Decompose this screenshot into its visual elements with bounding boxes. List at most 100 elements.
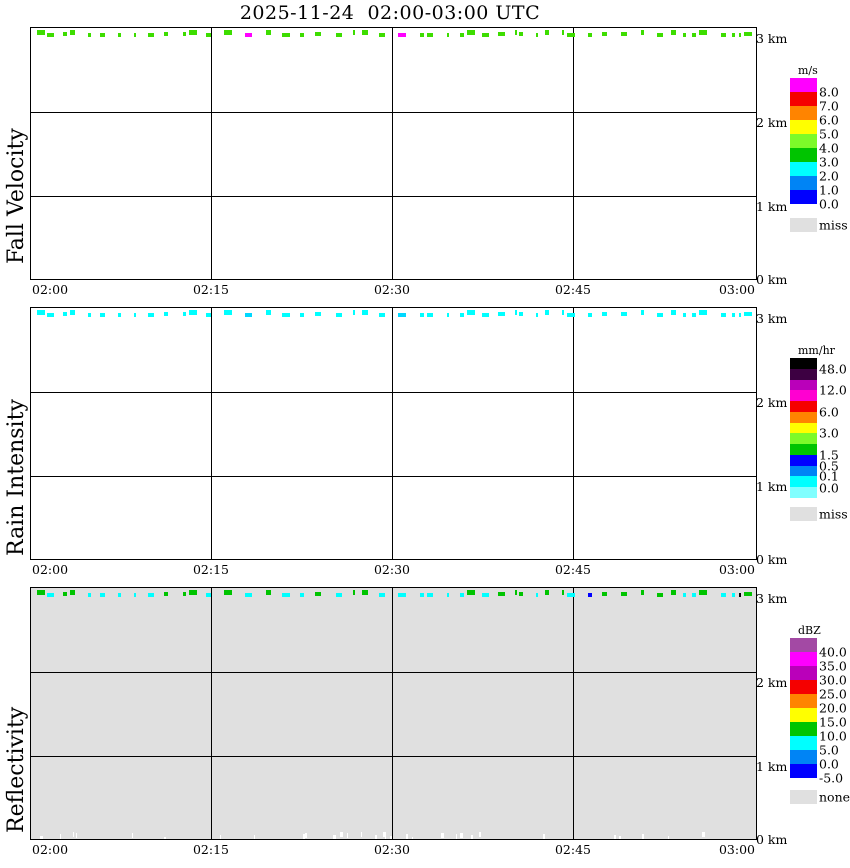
colorbar-tick-label: 0.0 (819, 756, 839, 772)
colorbar-2-swatches (790, 358, 817, 498)
echo-pixel (353, 310, 355, 315)
echo-pixel (498, 312, 505, 316)
echo-pixel (37, 30, 45, 35)
echo-pixel (134, 593, 136, 597)
colorbar-swatch (790, 368, 817, 380)
panel-1-xtick-0200: 02:00 (32, 282, 69, 297)
echo-pixel (671, 310, 676, 315)
echo-pixel (498, 592, 505, 596)
echo-pixel (266, 310, 271, 315)
no-data-speck (702, 832, 705, 837)
colorbar-tick-label: 6.0 (819, 404, 839, 420)
gridline-2km (31, 392, 756, 393)
panel-2-xtick-0200: 02:00 (32, 562, 69, 577)
vgridline-0230 (392, 308, 393, 559)
echo-pixel (683, 33, 686, 37)
panel-3-xtick-0230: 02:30 (373, 842, 411, 857)
colorbar-tick-label: -5.0 (819, 770, 844, 786)
echo-pixel (588, 593, 592, 597)
echo-pixel (70, 310, 75, 315)
echo-pixel (732, 593, 735, 597)
colorbar-swatch (790, 379, 817, 391)
echo-pixel (721, 33, 726, 37)
no-data-speck (412, 837, 413, 839)
panel-1-ytick-2km: 2 km (756, 115, 788, 130)
echo-pixel (266, 590, 271, 595)
no-data-speck (441, 833, 444, 838)
echo-pixel (189, 30, 197, 35)
colorbar-tick-label: 7.0 (819, 98, 839, 114)
colorbar-tick-label: 8.0 (819, 84, 839, 100)
echo-pixel (183, 32, 186, 36)
echo-pixel (427, 313, 433, 317)
echo-pixel (683, 593, 686, 597)
echo-pixel (47, 593, 54, 597)
echo-pixel (602, 592, 607, 596)
no-data-speck (471, 835, 473, 839)
echo-pixel (206, 33, 211, 37)
no-data-speck (254, 835, 255, 839)
echo-pixel (621, 312, 627, 316)
echo-pixel (164, 592, 168, 596)
colorbar-swatch (790, 736, 817, 750)
no-data-speck (40, 836, 42, 839)
colorbar-tick-label: 1.5 (819, 447, 839, 463)
echo-pixel (362, 310, 368, 315)
echo-pixel (482, 313, 489, 317)
colorbar-swatch (790, 666, 817, 680)
echo-pixel (353, 30, 355, 35)
colorbar-swatch (790, 190, 817, 204)
echo-pixel (588, 313, 592, 317)
no-data-speck (347, 833, 348, 838)
colorbar-1-missing-swatch (790, 218, 817, 232)
colorbar-3-swatches (790, 638, 817, 778)
colorbar-swatch (790, 680, 817, 694)
gridline-2km (31, 112, 756, 113)
echo-pixel (657, 33, 663, 37)
vgridline-0215 (211, 28, 212, 279)
colorbar-swatch (790, 708, 817, 722)
panel-1-y-axis-label: Fall Velocity (4, 128, 29, 264)
echo-pixel (692, 593, 696, 597)
echo-pixel (699, 310, 707, 315)
echo-pixel (245, 313, 252, 317)
echo-pixel (47, 313, 54, 317)
no-data-speck (42, 836, 43, 839)
panel-2-ytick-1km: 1 km (756, 479, 788, 494)
echo-pixel (721, 313, 726, 317)
echo-pixel (562, 30, 564, 35)
colorbar-1-swatches (790, 78, 817, 204)
colorbar-tick-label: 3.0 (819, 425, 839, 441)
panel-1-xtick-0230: 02:30 (373, 282, 411, 297)
gridline-2km (31, 672, 756, 673)
echo-pixel (460, 593, 464, 597)
echo-pixel (315, 312, 321, 316)
no-data-speck (132, 833, 133, 838)
echo-pixel (148, 593, 154, 597)
panel-1-ytick-1km: 1 km (756, 199, 788, 214)
vgridline-0230 (392, 588, 393, 839)
echo-pixel (692, 33, 696, 37)
vgridline-0245 (573, 308, 574, 559)
colorbar-tick-label: 3.0 (819, 154, 839, 170)
colorbar-tick-label: 6.0 (819, 112, 839, 128)
echo-pixel (300, 313, 304, 317)
no-data-speck (614, 835, 616, 839)
echo-pixel (721, 593, 726, 597)
echo-pixel (148, 33, 154, 37)
echo-pixel (519, 592, 523, 596)
echo-pixel (224, 30, 232, 35)
echo-pixel (420, 313, 424, 317)
echo-pixel (282, 33, 290, 37)
panel-1-xtick-0300: 03:00 (718, 282, 755, 297)
echo-pixel (100, 313, 105, 317)
echo-pixel (300, 33, 304, 37)
no-data-speck (642, 834, 644, 839)
echo-pixel (641, 310, 644, 315)
panel-1-ytick-0km: 0 km (756, 272, 788, 287)
colorbar-swatch (790, 750, 817, 764)
echo-pixel (739, 313, 741, 317)
panel-reflectivity (30, 587, 757, 840)
echo-pixel (621, 592, 627, 596)
colorbar-swatch (790, 638, 817, 652)
